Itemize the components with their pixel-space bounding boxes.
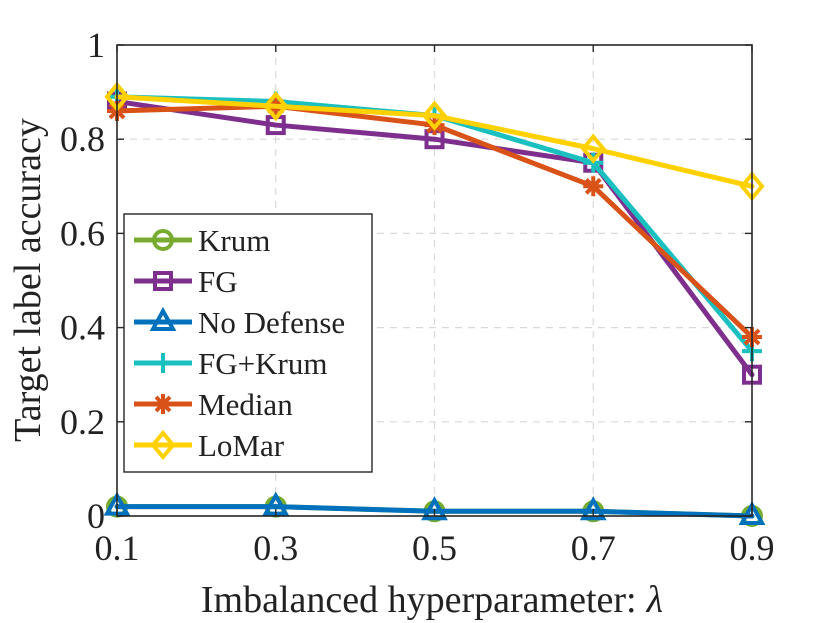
data-point-no-defense [579,496,607,521]
legend-marker-fg [153,271,173,291]
legend-marker-median [153,394,173,414]
y-tick-label: 0.6 [60,213,105,253]
x-axis-title-text: Imbalanced hyperparameter: [201,579,637,621]
x-axis-title: Imbalanced hyperparameter: λ [201,579,663,621]
legend-label-fg-krum: FG+Krum [198,346,327,381]
x-tick-label: 0.1 [95,528,140,568]
legend-box [123,213,373,473]
legend-item-median: Median [134,387,293,422]
data-point-lomar [421,100,448,131]
legend-label-krum: Krum [198,223,270,258]
legend: Krum FG No Defense FG+Krum Median LoMar [123,213,373,473]
legend-item-krum: Krum [134,223,270,258]
legend-marker-no-defense [149,306,177,331]
x-tick-label: 0.7 [571,528,616,568]
data-point-median [583,176,604,197]
y-tick-label: 0.2 [60,402,105,442]
legend-label-fg: FG [198,264,238,299]
legend-marker-krum [152,229,174,251]
legend-item-no-defense: No Defense [134,305,345,340]
axes [116,44,753,517]
x-tick-label: 0.3 [253,528,298,568]
series-lomar [104,81,765,202]
legend-marker-lomar [150,429,176,461]
data-point-lomar [263,91,289,122]
legend-item-lomar: LoMar [134,428,285,463]
legend-item-fg: FG [134,264,238,299]
legend-label-median: Median [198,387,293,422]
data-point-lomar [580,133,606,164]
legend-marker-fg-krum [153,353,173,373]
x-tick-label: 0.5 [412,528,457,568]
y-tick-label: 0 [87,496,105,536]
series-line-lomar [114,94,755,189]
data-point-no-defense [421,496,448,521]
x-tick-label: 0.9 [730,528,775,568]
x-axis-lambda-symbol: λ [646,579,663,621]
y-tick-label: 0.4 [60,308,105,348]
y-tick-label: 1 [87,25,105,65]
legend-item-fg-krum: FG+Krum [134,346,327,381]
y-axis-title: Target label accuracy [7,118,49,442]
legend-label-lomar: LoMar [198,428,285,463]
y-tick-label: 0.8 [60,119,105,159]
legend-label-no-defense: No Defense [198,305,345,340]
data-point-no-defense [738,500,766,525]
tick-labels: 0.1 0.3 0.5 0.7 0.9 0 0.2 0.4 0.6 0.8 1 [60,25,775,568]
